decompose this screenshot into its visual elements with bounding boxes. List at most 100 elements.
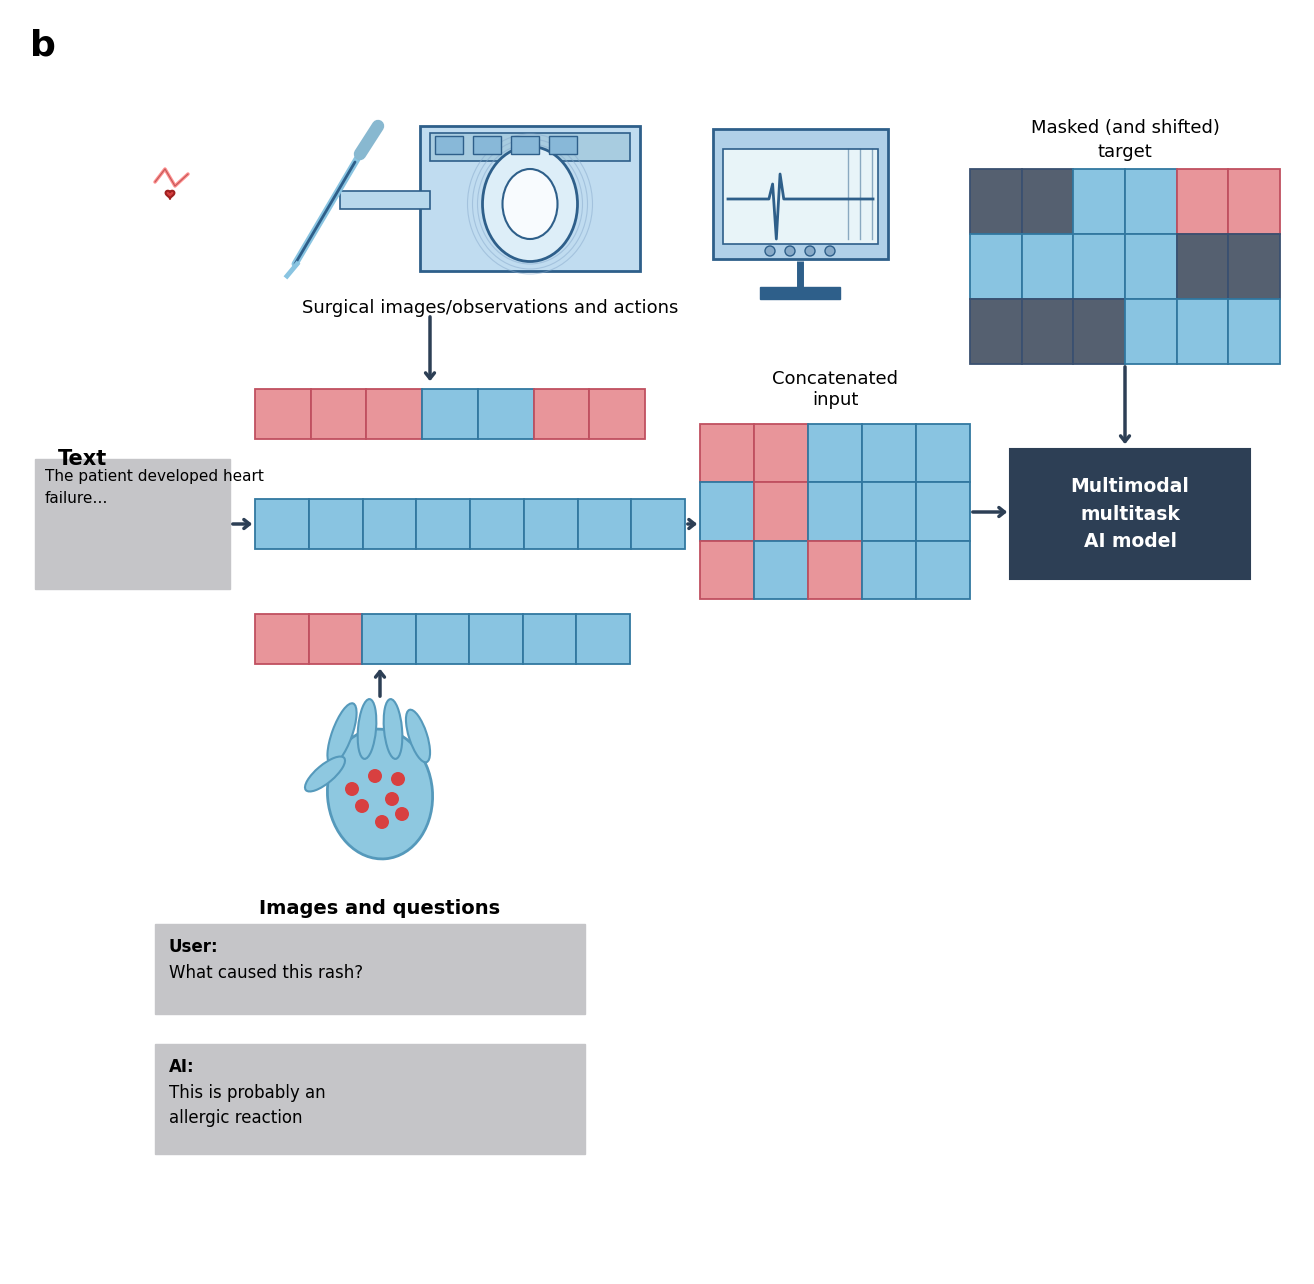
Bar bbox=[1074, 234, 1125, 299]
Ellipse shape bbox=[406, 710, 430, 763]
Bar bbox=[422, 389, 478, 439]
Bar bbox=[754, 424, 808, 483]
Circle shape bbox=[355, 799, 369, 813]
Circle shape bbox=[784, 247, 795, 256]
Bar bbox=[1125, 169, 1176, 234]
Circle shape bbox=[805, 247, 815, 256]
Bar bbox=[340, 191, 430, 209]
Circle shape bbox=[392, 772, 405, 786]
Text: What caused this rash?: What caused this rash? bbox=[170, 964, 363, 982]
Bar bbox=[631, 499, 685, 550]
Bar bbox=[970, 234, 1022, 299]
Bar bbox=[754, 483, 808, 541]
Bar bbox=[420, 126, 640, 271]
Bar bbox=[435, 136, 463, 154]
Circle shape bbox=[374, 815, 389, 829]
Bar bbox=[700, 424, 754, 483]
Bar bbox=[35, 458, 230, 589]
Text: Masked (and shifted)
target: Masked (and shifted) target bbox=[1030, 119, 1219, 160]
Bar bbox=[417, 499, 470, 550]
Circle shape bbox=[825, 247, 834, 256]
Bar bbox=[155, 924, 585, 1014]
Text: Text: Text bbox=[58, 449, 108, 469]
Bar bbox=[970, 299, 1022, 363]
Bar bbox=[310, 389, 367, 439]
Bar bbox=[1022, 169, 1074, 234]
Bar bbox=[916, 541, 970, 600]
Bar bbox=[363, 614, 415, 664]
Bar bbox=[533, 389, 589, 439]
Text: Surgical images/observations and actions: Surgical images/observations and actions bbox=[302, 299, 678, 317]
Bar bbox=[1229, 299, 1280, 363]
Bar bbox=[1229, 169, 1280, 234]
Ellipse shape bbox=[502, 169, 557, 239]
Bar bbox=[1125, 234, 1176, 299]
Text: This is probably an
allergic reaction: This is probably an allergic reaction bbox=[170, 1084, 326, 1127]
Bar bbox=[916, 424, 970, 483]
Bar bbox=[808, 483, 862, 541]
Bar bbox=[700, 541, 754, 600]
Bar bbox=[478, 389, 533, 439]
Bar bbox=[155, 1044, 585, 1154]
Bar bbox=[363, 499, 417, 550]
Ellipse shape bbox=[357, 698, 376, 759]
Bar bbox=[1176, 169, 1229, 234]
Bar bbox=[808, 424, 862, 483]
Bar bbox=[1074, 169, 1125, 234]
Text: AI:: AI: bbox=[170, 1058, 194, 1076]
Bar bbox=[524, 499, 577, 550]
Bar bbox=[1176, 234, 1229, 299]
Bar bbox=[754, 541, 808, 600]
Bar bbox=[862, 483, 916, 541]
Bar bbox=[862, 424, 916, 483]
Bar bbox=[1022, 234, 1074, 299]
Ellipse shape bbox=[384, 698, 402, 759]
Bar bbox=[759, 288, 840, 299]
Bar bbox=[916, 483, 970, 541]
Bar bbox=[523, 614, 577, 664]
Bar bbox=[577, 499, 631, 550]
Bar bbox=[430, 134, 629, 160]
Bar bbox=[473, 136, 501, 154]
Circle shape bbox=[368, 769, 382, 783]
Bar bbox=[255, 614, 309, 664]
Bar bbox=[549, 136, 577, 154]
Text: User:: User: bbox=[170, 939, 218, 957]
Circle shape bbox=[396, 808, 409, 820]
PathPatch shape bbox=[166, 191, 175, 199]
Bar bbox=[1229, 234, 1280, 299]
Bar bbox=[255, 389, 310, 439]
Bar bbox=[577, 614, 629, 664]
Bar bbox=[469, 614, 523, 664]
Text: Concatenated
input: Concatenated input bbox=[773, 370, 897, 410]
Text: The patient developed heart
failure…: The patient developed heart failure… bbox=[45, 469, 264, 506]
Bar bbox=[255, 499, 309, 550]
Bar bbox=[700, 483, 754, 541]
Text: Multimodal
multitask
AI model: Multimodal multitask AI model bbox=[1071, 478, 1189, 551]
Bar bbox=[367, 389, 422, 439]
Bar bbox=[1074, 299, 1125, 363]
Text: b: b bbox=[30, 30, 57, 63]
Bar bbox=[1125, 299, 1176, 363]
Circle shape bbox=[346, 782, 359, 796]
Bar bbox=[470, 499, 524, 550]
Bar bbox=[1010, 449, 1250, 579]
Bar bbox=[1022, 299, 1074, 363]
Bar bbox=[714, 128, 888, 259]
Ellipse shape bbox=[327, 729, 432, 859]
Circle shape bbox=[765, 247, 775, 256]
Bar bbox=[309, 499, 363, 550]
Ellipse shape bbox=[327, 704, 356, 765]
Bar bbox=[589, 389, 645, 439]
Bar bbox=[723, 149, 878, 244]
Bar bbox=[415, 614, 469, 664]
Bar bbox=[808, 541, 862, 600]
Bar bbox=[511, 136, 539, 154]
Ellipse shape bbox=[482, 146, 577, 262]
Ellipse shape bbox=[305, 756, 346, 791]
Bar bbox=[309, 614, 363, 664]
Bar bbox=[970, 169, 1022, 234]
Bar bbox=[1176, 299, 1229, 363]
Bar bbox=[862, 541, 916, 600]
Text: Images and questions: Images and questions bbox=[259, 899, 501, 918]
